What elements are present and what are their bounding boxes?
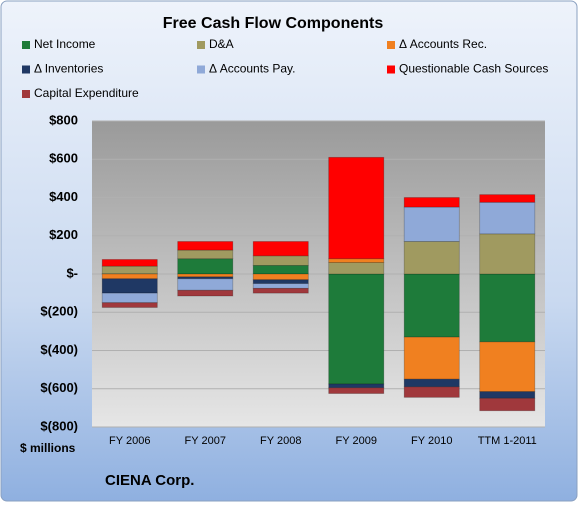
bar-segment — [102, 293, 157, 303]
legend-label: Net Income — [34, 37, 96, 51]
bar-segment — [253, 274, 308, 280]
bar-segment — [404, 274, 459, 337]
bar-segment — [102, 303, 157, 308]
legend-swatch — [22, 66, 30, 74]
bar-segment — [253, 256, 308, 266]
bar-segment — [329, 384, 384, 388]
bar-segment — [404, 379, 459, 387]
y-tick-label: $800 — [49, 112, 78, 127]
bar-segment — [329, 157, 384, 258]
footnote: CIENA Corp. — [105, 472, 194, 489]
bar-segment — [253, 288, 308, 293]
y-tick-label: $- — [66, 265, 78, 280]
bar-segment — [404, 207, 459, 241]
x-tick-label: FY 2009 — [336, 435, 377, 447]
bar-segment — [480, 398, 535, 410]
legend-swatch — [22, 90, 30, 98]
chart-title: Free Cash Flow Components — [163, 15, 384, 32]
bar-segment — [178, 250, 233, 259]
y-tick-label: $(400) — [40, 342, 78, 357]
bar-segment — [404, 387, 459, 398]
bar-segment — [329, 259, 384, 263]
bar-segment — [480, 234, 535, 274]
x-tick-label: FY 2010 — [411, 435, 452, 447]
bar-segment — [178, 290, 233, 296]
bar-segment — [102, 266, 157, 274]
y-tick-label: $(200) — [40, 304, 78, 319]
y-tick-label: $200 — [49, 227, 78, 242]
bar-segment — [480, 342, 535, 392]
bar-segment — [102, 274, 157, 279]
bar-segment — [253, 284, 308, 289]
bar-segment — [102, 279, 157, 293]
bar-segment — [480, 392, 535, 399]
bar-segment — [329, 388, 384, 394]
x-tick-label: FY 2007 — [185, 435, 226, 447]
legend-swatch — [197, 66, 205, 74]
y-tick-label: $(600) — [40, 380, 78, 395]
y-tick-label: $400 — [49, 189, 78, 204]
bar-segment — [178, 241, 233, 250]
bar-segment — [404, 241, 459, 274]
legend-swatch — [387, 41, 395, 49]
legend-label: Questionable Cash Sources — [399, 62, 548, 76]
x-tick-label: TTM 1-2011 — [478, 435, 537, 447]
legend-swatch — [22, 41, 30, 49]
legend-label: Δ Inventories — [34, 62, 103, 76]
bar-segment — [178, 259, 233, 274]
bar-segment — [480, 274, 535, 342]
legend-label: Capital Expenditure — [34, 86, 139, 100]
bar-segment — [253, 241, 308, 255]
bar-segment — [253, 265, 308, 274]
bar-segment — [178, 274, 233, 277]
bar-segment — [480, 202, 535, 234]
legend-swatch — [197, 41, 205, 49]
bar-segment — [102, 259, 157, 266]
bar-segment — [329, 274, 384, 384]
bar-segment — [480, 195, 535, 203]
x-tick-label: FY 2006 — [109, 435, 150, 447]
legend-swatch — [387, 66, 395, 74]
bar-segment — [329, 263, 384, 274]
y-tick-label: $(800) — [40, 418, 78, 433]
bar-segment — [404, 198, 459, 208]
legend-label: Δ Accounts Rec. — [399, 37, 487, 51]
bar-segment — [253, 280, 308, 284]
legend-label: D&A — [209, 37, 234, 51]
legend-label: Δ Accounts Pay. — [209, 62, 296, 76]
bar-segment — [404, 337, 459, 379]
bar-segment — [178, 279, 233, 290]
y-axis-label: $ millions — [20, 441, 76, 455]
x-tick-label: FY 2008 — [260, 435, 301, 447]
y-tick-label: $600 — [49, 151, 78, 166]
